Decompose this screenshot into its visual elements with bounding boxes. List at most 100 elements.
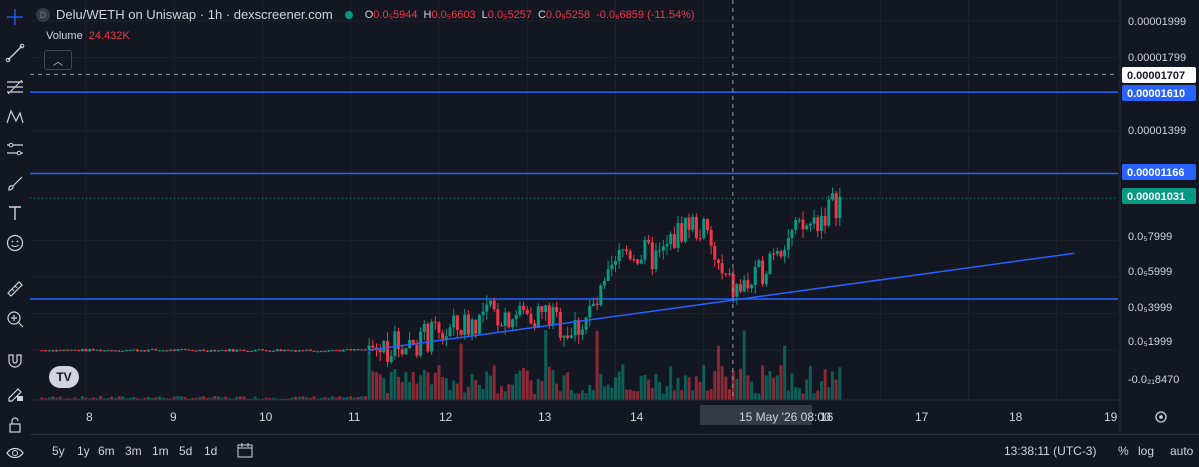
candle-body [360, 349, 364, 351]
chart-title[interactable]: Delu/WETH on Uniswap · 1h · dexscreener.… [56, 7, 333, 22]
timeframe-5y[interactable]: 5y [52, 444, 65, 458]
magnet-icon[interactable] [2, 348, 28, 374]
clock[interactable]: 13:38:11 (UTC-3) [1004, 444, 1097, 458]
volume-bar [709, 388, 713, 400]
lock-draw-icon[interactable] [2, 380, 28, 406]
candle-body [786, 238, 790, 250]
settings-icon[interactable] [1155, 411, 1167, 423]
candle-body [246, 350, 250, 352]
volume-bar [40, 397, 44, 400]
volume-bar [569, 389, 573, 400]
volume-bar [102, 398, 106, 400]
candle-body [555, 307, 559, 313]
chart-area[interactable]: 0.00001999 0.00001799 0.00001399 0.0₅7999 0.… [30, 0, 1199, 466]
chart-legend: D Delu/WETH on Uniswap · 1h · dexscreene… [36, 7, 695, 22]
volume-bar [430, 384, 434, 400]
volume-bar [220, 397, 224, 400]
timeframe-1y[interactable]: 1y [77, 444, 90, 458]
trend-line-icon[interactable] [2, 40, 28, 66]
price-label: 0.00001031 [1127, 191, 1185, 203]
time-tick-label: 12 [439, 410, 453, 424]
pattern-icon[interactable] [2, 104, 28, 130]
timeframe-6m[interactable]: 6m [98, 444, 115, 458]
candle-body [165, 350, 169, 352]
candle-body [209, 349, 213, 352]
candle-body [698, 238, 702, 240]
candle-body [139, 350, 143, 352]
candle-body [650, 242, 654, 270]
fib-icon[interactable] [2, 74, 28, 100]
timeframe-5d[interactable]: 5d [179, 444, 193, 458]
eye-icon[interactable] [2, 440, 28, 466]
crosshair [30, 0, 1118, 400]
volume-bar [161, 397, 165, 400]
candle-body [551, 307, 555, 326]
price-chart[interactable]: 0.00001999 0.00001799 0.00001399 0.0₅7999 0.… [30, 0, 1199, 434]
volume-bar [55, 397, 59, 400]
chevron-up-icon[interactable]: ︿ [44, 50, 72, 70]
volume-bar [772, 377, 776, 400]
volume-bar [374, 372, 378, 400]
volume-bar [147, 397, 151, 400]
volume-bar [488, 375, 492, 400]
emoji-icon[interactable] [2, 230, 28, 256]
candle-body [349, 349, 353, 351]
candle-body [573, 319, 577, 336]
settings-icon-center [1159, 415, 1163, 419]
ruler-icon[interactable] [2, 276, 28, 302]
candle-body [191, 350, 195, 352]
volume-bar [205, 397, 209, 400]
timeframe-3m[interactable]: 3m [125, 444, 142, 458]
candle-body [279, 349, 283, 352]
timeframe-1d[interactable]: 1d [204, 444, 218, 458]
candle-body [433, 321, 437, 323]
candle-body [242, 349, 246, 351]
volume-bar [371, 371, 375, 400]
log-toggle[interactable]: log [1138, 444, 1155, 458]
trend-line [368, 252, 1075, 351]
crosshair-icon[interactable] [2, 4, 28, 30]
candle-body [753, 266, 757, 286]
candle-body [625, 249, 629, 252]
candle-body [161, 350, 165, 352]
volume-bar [830, 371, 834, 400]
volume-bar [790, 373, 794, 400]
volume-bar [683, 375, 687, 400]
volume-bar [268, 397, 272, 400]
candle-body [643, 239, 647, 260]
candle-body [110, 350, 114, 352]
date-range-icon[interactable] [236, 441, 254, 462]
volume-bar [602, 386, 606, 400]
candle-body [632, 259, 636, 261]
price-tick-label: -0.0₂₁8470 [1128, 374, 1179, 386]
volume-bar [588, 384, 592, 400]
volume-legend: Volume 24.432K [46, 30, 130, 42]
volume-bar [580, 390, 584, 400]
volume-bar [319, 398, 323, 400]
trend-line [368, 252, 1075, 351]
volume-bar [562, 375, 566, 400]
volume-bar [761, 365, 765, 400]
price-tick-label: 0.00001799 [1128, 52, 1186, 64]
brush-icon[interactable] [2, 170, 28, 196]
candle-body [827, 199, 831, 226]
lock-icon[interactable] [2, 412, 28, 438]
measure-icon[interactable] [2, 136, 28, 162]
candle-body [544, 305, 548, 312]
auto-toggle[interactable]: auto [1170, 444, 1194, 458]
candle-body [805, 225, 809, 230]
volume-bar [544, 330, 548, 400]
candle-body [77, 350, 81, 352]
zoom-icon[interactable] [2, 306, 28, 332]
price-label-bg [1122, 67, 1196, 83]
volume-bar [191, 397, 195, 400]
percent-toggle[interactable]: % [1118, 444, 1129, 458]
candle-body [522, 305, 526, 310]
candle-body [132, 349, 136, 351]
volume-bar [286, 398, 290, 400]
volume-bar [507, 384, 511, 400]
volume-bar [80, 396, 84, 400]
candle-body [533, 323, 537, 328]
text-icon[interactable] [2, 200, 28, 226]
timeframe-1m[interactable]: 1m [152, 444, 169, 458]
